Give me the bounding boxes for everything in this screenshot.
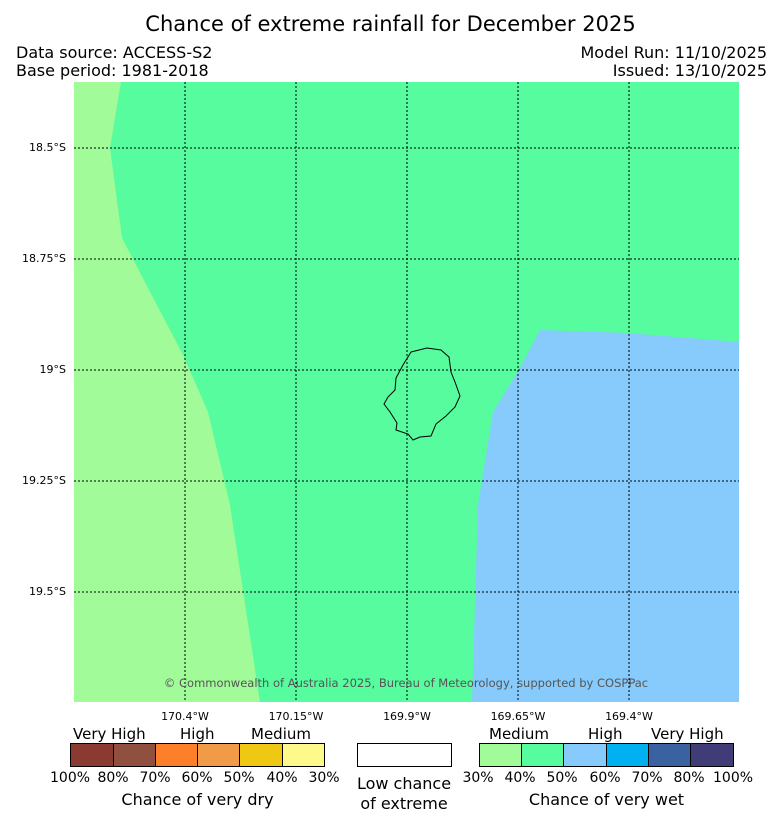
low-chance-swatch [357,743,452,767]
chart-title: Chance of extreme rainfall for December … [145,12,636,36]
base-period-label: Base period: 1981-2018 [16,61,209,80]
wet-level-medium: Medium [489,725,549,743]
wet-swatch [521,743,564,767]
dry-caption: Chance of very dry [121,790,274,809]
low-chance-caption: Low chance of extreme [340,774,468,814]
dry-level-medium: Medium [251,725,311,743]
dry-pct-label: 80% [97,770,129,786]
wet-pct-label: 50% [546,770,578,786]
lat-tick-label: 19.5°S [29,585,66,598]
wet-pct-label: 80% [673,770,705,786]
wet-pct-label: 40% [504,770,536,786]
lat-tick-label: 18.75°S [22,252,66,265]
dry-level-very-high: Very High [73,725,146,743]
wet-swatch [690,743,734,767]
lon-tick-label: 169.9°W [383,710,431,723]
lon-tick-label: 169.4°W [605,710,653,723]
dry-pct-label: 50% [223,770,255,786]
dry-swatch [282,743,325,767]
dry-swatch [239,743,283,767]
dry-pct-label: 60% [181,770,213,786]
dry-swatch [197,743,240,767]
low-chance-line1: Low chance [356,774,452,793]
issued-label: Issued: 13/10/2025 [612,61,767,80]
dry-level-high: High [180,725,215,743]
wet-pct-label: 100% [713,770,754,786]
meta-left: Data source: ACCESS-S2 Base period: 1981… [16,44,212,80]
lon-tick-label: 170.4°W [161,710,209,723]
dry-swatch [70,743,114,767]
wet-pct-label: 70% [631,770,663,786]
wet-pct-label: 60% [589,770,621,786]
lat-tick-label: 18.5°S [29,141,66,154]
lat-tick-label: 19.25°S [22,474,66,487]
wet-swatch [479,743,522,767]
dry-pct-label: 40% [266,770,298,786]
wet-caption: Chance of very wet [528,790,685,809]
data-source-label: Data source: ACCESS-S2 [16,43,213,62]
copyright-notice: © Commonwealth of Australia 2025, Bureau… [163,676,649,690]
lat-tick-label: 19°S [39,363,66,376]
meta-right: Model Run: 11/10/2025 Issued: 13/10/2025 [581,44,768,80]
model-run-label: Model Run: 11/10/2025 [580,43,768,62]
dry-pct-label: 70% [139,770,171,786]
region-wet-high [472,330,739,702]
dry-pct-label: 100% [50,770,91,786]
map-gridlines [74,82,739,702]
region-wet-medium [74,82,260,702]
wet-swatch [563,743,607,767]
dry-swatch [155,743,198,767]
low-chance-line2: of extreme [360,794,448,813]
wet-level-high: High [588,725,623,743]
wet-pct-label: 30% [462,770,494,786]
wet-swatch [606,743,649,767]
wet-swatch [648,743,691,767]
wet-level-very-high: Very High [651,725,724,743]
dry-swatch [113,743,156,767]
island-coastline [383,347,461,441]
lon-tick-label: 169.65°W [490,710,546,723]
dry-pct-label: 30% [308,770,340,786]
lon-tick-label: 170.15°W [268,710,324,723]
